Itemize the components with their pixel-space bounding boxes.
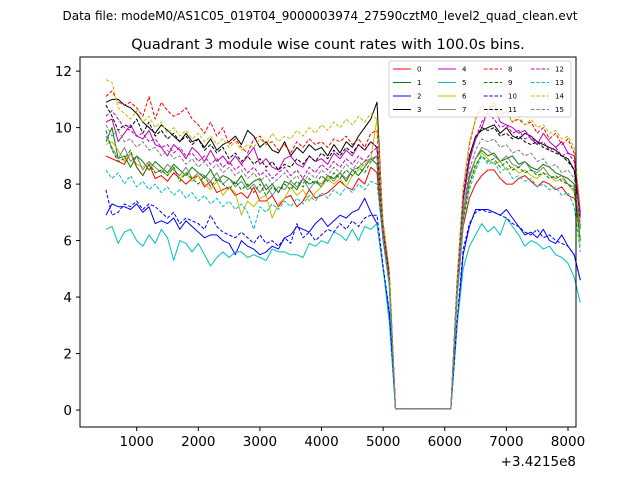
series-line-0 xyxy=(105,152,581,410)
plot-lines xyxy=(105,79,581,410)
y-tick-label: 0 xyxy=(63,403,72,419)
series-line-12 xyxy=(105,110,581,410)
x-tick-label: 7000 xyxy=(489,434,523,450)
legend-label-15: 15 xyxy=(555,106,564,114)
x-offset-label: +3.4215e8 xyxy=(501,454,576,470)
x-tick-label: 5000 xyxy=(366,434,400,450)
series-line-3 xyxy=(105,98,581,410)
x-tick-label: 1000 xyxy=(120,434,154,450)
legend-label-0: 0 xyxy=(417,66,421,74)
series-line-14 xyxy=(105,79,581,410)
legend-label-13: 13 xyxy=(555,79,564,87)
axes-ticks: 1000 2000 3000 4000 5000 6000 7000 800002468101… xyxy=(55,64,585,450)
series-line-2 xyxy=(105,197,581,410)
chart-suptitle: Data file: modeM0/AS1C05_019T04_90000039… xyxy=(62,9,577,23)
legend-label-12: 12 xyxy=(555,66,564,74)
legend-label-5: 5 xyxy=(462,79,466,87)
legend-label-6: 6 xyxy=(462,93,467,101)
y-tick-label: 8 xyxy=(63,177,72,193)
legend-label-10: 10 xyxy=(508,93,517,101)
series-line-10 xyxy=(105,189,581,410)
legend-label-2: 2 xyxy=(417,93,421,101)
series-line-8 xyxy=(105,90,581,410)
x-tick-label: 3000 xyxy=(243,434,277,450)
x-tick-label: 4000 xyxy=(304,434,338,450)
legend-box xyxy=(388,60,572,118)
legend-label-7: 7 xyxy=(462,106,466,114)
legend-label-1: 1 xyxy=(417,79,421,87)
series-line-13 xyxy=(105,155,581,410)
y-tick-label: 12 xyxy=(55,64,72,80)
series-line-7 xyxy=(105,135,581,410)
x-tick-label: 8000 xyxy=(551,434,585,450)
legend-label-14: 14 xyxy=(555,93,564,101)
legend-label-3: 3 xyxy=(417,106,421,114)
y-tick-label: 6 xyxy=(63,234,72,250)
series-line-15 xyxy=(105,124,581,410)
y-tick-label: 2 xyxy=(63,347,72,363)
y-tick-label: 4 xyxy=(63,290,72,306)
legend-label-11: 11 xyxy=(508,106,517,114)
legend-label-4: 4 xyxy=(462,66,467,74)
legend-label-9: 9 xyxy=(508,79,512,87)
axes-frame xyxy=(79,56,577,428)
series-line-6 xyxy=(105,118,581,410)
chart-title: Quadrant 3 module wise count rates with … xyxy=(131,37,525,53)
series-line-4 xyxy=(105,104,581,410)
series-line-5 xyxy=(105,217,581,410)
x-tick-label: 6000 xyxy=(428,434,462,450)
legend-label-8: 8 xyxy=(508,66,512,74)
x-tick-label: 2000 xyxy=(181,434,215,450)
y-tick-label: 10 xyxy=(55,121,72,137)
